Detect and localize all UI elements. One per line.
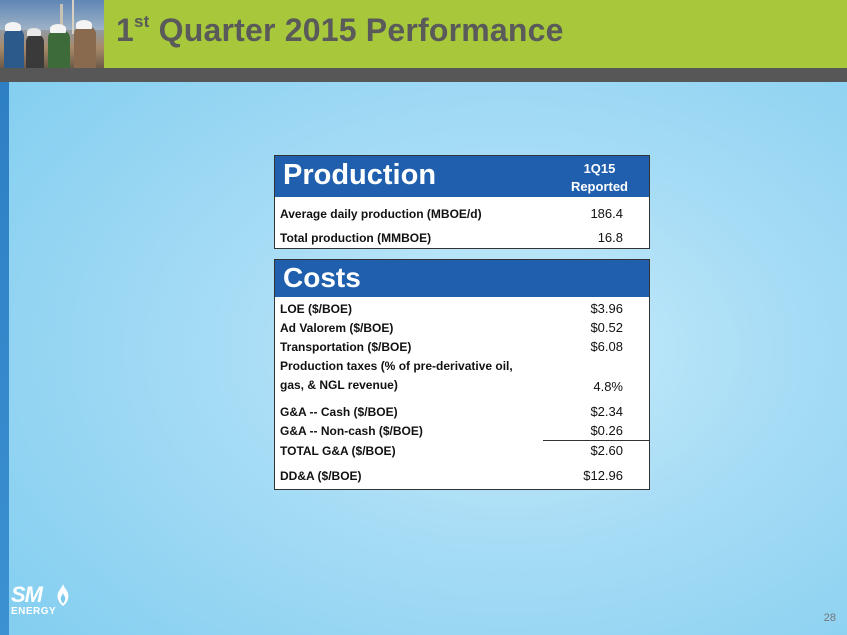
row-label: LOE ($/BOE) [280,302,353,316]
left-accent-strip [0,82,9,635]
row-value: 186.4 [590,206,623,221]
total-divider [543,440,649,441]
row-label: Average daily production (MBOE/d) [280,207,482,221]
row-label: Total production (MMBOE) [280,231,432,245]
production-header: Production 1Q15 Reported [275,156,649,197]
header-photo [0,0,104,68]
row-label: G&A -- Non-cash ($/BOE) [280,424,423,438]
row-label: gas, & NGL revenue) [280,378,398,392]
page-title: 1st Quarter 2015 Performance [116,12,564,48]
row-value: $0.26 [590,423,623,438]
row-value: 4.8% [593,379,623,394]
costs-title: Costs [283,262,361,293]
production-title: Production [283,159,437,191]
row-label: Ad Valorem ($/BOE) [280,321,394,335]
row-label: DD&A ($/BOE) [280,469,362,483]
row-label: Production taxes (% of pre-derivative oi… [280,359,513,373]
company-logo: SM ENERGY [11,582,81,622]
row-value: $2.34 [590,404,623,419]
row-value: $0.52 [590,320,623,335]
header-divider [0,68,847,82]
flame-icon [57,584,69,606]
row-value: $12.96 [583,468,623,483]
production-table: Production 1Q15 Reported Average daily p… [274,155,650,249]
row-label: Transportation ($/BOE) [280,340,412,354]
column-header: 1Q15 Reported [570,161,628,194]
costs-table: Costs LOE ($/BOE) $3.96 Ad Valorem ($/BO… [274,259,650,490]
costs-header: Costs [275,260,649,297]
row-value: 16.8 [597,230,623,245]
row-value: $2.60 [590,443,623,458]
row-label: G&A -- Cash ($/BOE) [280,405,398,419]
page-number: 28 [823,612,836,624]
row-label: TOTAL G&A ($/BOE) [280,444,396,458]
row-value: $6.08 [590,339,623,354]
header-bar: 1st Quarter 2015 Performance [0,0,847,68]
row-value: $3.96 [590,301,623,316]
